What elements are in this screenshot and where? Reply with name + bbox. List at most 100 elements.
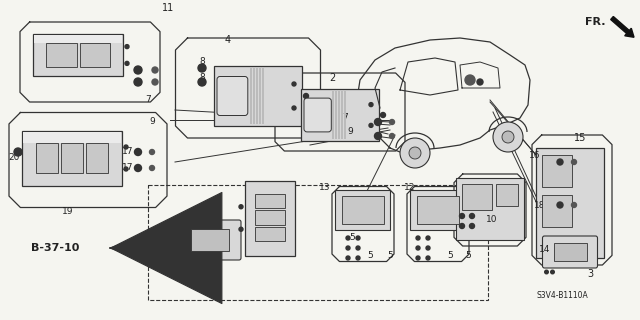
Circle shape [152, 67, 158, 73]
Circle shape [198, 64, 206, 72]
Text: 14: 14 [540, 245, 550, 254]
Circle shape [465, 75, 475, 85]
Text: 8: 8 [199, 58, 205, 67]
Circle shape [426, 256, 430, 260]
Circle shape [426, 236, 430, 240]
Text: 18: 18 [534, 202, 546, 211]
Text: 10: 10 [486, 215, 498, 225]
Text: 1: 1 [477, 201, 483, 210]
Bar [79, 44, 110, 67]
FancyBboxPatch shape [217, 76, 248, 116]
Circle shape [381, 113, 385, 117]
Bar [245, 180, 295, 255]
Bar [332, 91, 334, 139]
Bar [255, 210, 285, 225]
Bar [255, 194, 285, 208]
Bar [23, 132, 121, 142]
Text: 9: 9 [347, 127, 353, 137]
Bar [22, 131, 122, 186]
Circle shape [346, 246, 350, 250]
Circle shape [125, 61, 129, 65]
Circle shape [426, 246, 430, 250]
Circle shape [134, 148, 141, 156]
Bar [256, 68, 258, 124]
Text: 5: 5 [447, 252, 453, 260]
Circle shape [239, 205, 243, 209]
Circle shape [346, 256, 350, 260]
Bar [253, 68, 255, 124]
Circle shape [124, 167, 128, 171]
Bar [335, 91, 337, 139]
Circle shape [416, 256, 420, 260]
Text: FR.: FR. [585, 17, 605, 27]
Bar [33, 34, 123, 76]
Circle shape [374, 118, 381, 125]
Circle shape [134, 78, 142, 86]
Circle shape [416, 246, 420, 250]
Circle shape [557, 159, 563, 165]
Bar [262, 68, 264, 124]
Bar [496, 184, 518, 206]
Bar [45, 44, 77, 67]
Circle shape [400, 138, 430, 168]
Bar [191, 229, 228, 251]
Bar [335, 190, 390, 230]
Circle shape [125, 44, 129, 49]
Circle shape [460, 213, 465, 219]
Circle shape [550, 270, 554, 274]
Text: 2: 2 [329, 73, 335, 83]
Circle shape [557, 202, 563, 208]
Text: S3V4-B1110A: S3V4-B1110A [536, 291, 588, 300]
Circle shape [374, 132, 381, 140]
Text: B-37-10: B-37-10 [31, 243, 79, 253]
FancyBboxPatch shape [304, 98, 332, 132]
Circle shape [124, 145, 128, 149]
Circle shape [493, 122, 523, 152]
Bar [542, 195, 572, 227]
Text: 19: 19 [62, 207, 74, 217]
Circle shape [572, 203, 577, 207]
Circle shape [152, 79, 158, 85]
FancyBboxPatch shape [179, 220, 241, 260]
Bar [462, 184, 492, 210]
Bar [301, 89, 379, 141]
Bar [554, 243, 586, 261]
Bar [259, 68, 261, 124]
Circle shape [477, 79, 483, 85]
Text: 5: 5 [465, 252, 471, 260]
Circle shape [545, 270, 548, 274]
Bar [417, 196, 459, 224]
Bar [338, 91, 340, 139]
Circle shape [150, 149, 154, 155]
Circle shape [356, 256, 360, 260]
Circle shape [356, 246, 360, 250]
Text: 12: 12 [404, 183, 416, 193]
Circle shape [150, 165, 154, 171]
Circle shape [292, 106, 296, 110]
Bar [148, 185, 488, 300]
FancyBboxPatch shape [543, 236, 598, 268]
Text: 11: 11 [162, 3, 174, 13]
Text: 7: 7 [145, 95, 151, 105]
Bar [456, 178, 524, 240]
Text: 16: 16 [529, 151, 541, 161]
Bar [341, 91, 343, 139]
Circle shape [390, 133, 394, 139]
Text: 7: 7 [342, 114, 348, 123]
Circle shape [134, 164, 141, 172]
Bar [255, 227, 285, 241]
Circle shape [198, 78, 206, 86]
Circle shape [416, 236, 420, 240]
Text: 15: 15 [574, 133, 586, 143]
Circle shape [303, 93, 308, 99]
Bar [410, 190, 465, 230]
Bar [86, 143, 108, 173]
Circle shape [502, 131, 514, 143]
Circle shape [181, 262, 185, 266]
Circle shape [460, 223, 465, 228]
Text: 17: 17 [122, 148, 134, 156]
Text: 6: 6 [359, 213, 365, 222]
Bar [536, 148, 604, 258]
Bar [61, 143, 83, 173]
Bar [34, 35, 122, 44]
